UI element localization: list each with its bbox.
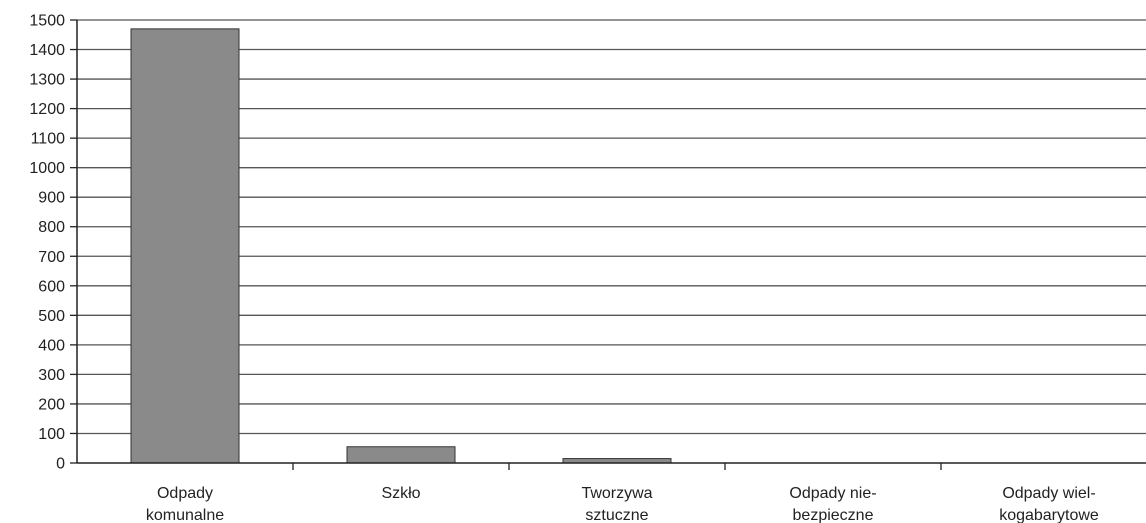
y-tick-label: 1100 bbox=[31, 131, 66, 148]
x-category-label: Szkło bbox=[381, 485, 420, 502]
x-category-label: Odpady wiel-kogabarytowe bbox=[999, 485, 1099, 523]
y-tick-label: 200 bbox=[38, 396, 65, 413]
x-category-label: Tworzywa sztuczne bbox=[581, 485, 652, 523]
y-tick-label: 1400 bbox=[29, 42, 65, 59]
bars bbox=[130, 28, 672, 464]
bar bbox=[346, 446, 456, 464]
y-tick-label: 300 bbox=[38, 367, 65, 384]
y-tick-label: 600 bbox=[38, 278, 65, 295]
grid-lines bbox=[77, 19, 1146, 435]
x-category-labels: Odpady komunalne Szkło Tworzywa sztuczne Odpa… bbox=[146, 485, 1099, 523]
bar bbox=[130, 28, 240, 464]
x-category-label: Odpady komunalne bbox=[146, 485, 224, 523]
axes bbox=[70, 19, 1146, 470]
y-tick-label: 1300 bbox=[29, 72, 65, 89]
y-tick-label: 1000 bbox=[29, 160, 65, 177]
y-tick-label: 1500 bbox=[29, 13, 65, 30]
y-tick-label: 1200 bbox=[29, 101, 65, 118]
y-tick-label: 400 bbox=[38, 337, 65, 354]
x-category-label: Odpady nie-bezpieczne bbox=[789, 485, 876, 523]
y-tick-label: 700 bbox=[38, 249, 65, 266]
y-tick-labels: 0 100 200 300 400 500 600 700 800 900 1000 1100 1200… bbox=[29, 13, 65, 473]
y-tick-label: 900 bbox=[38, 190, 65, 207]
y-tick-label: 800 bbox=[38, 219, 65, 236]
y-tick-label: 100 bbox=[38, 426, 65, 443]
y-tick-label: 500 bbox=[38, 308, 65, 325]
y-tick-label: 0 bbox=[56, 456, 65, 473]
